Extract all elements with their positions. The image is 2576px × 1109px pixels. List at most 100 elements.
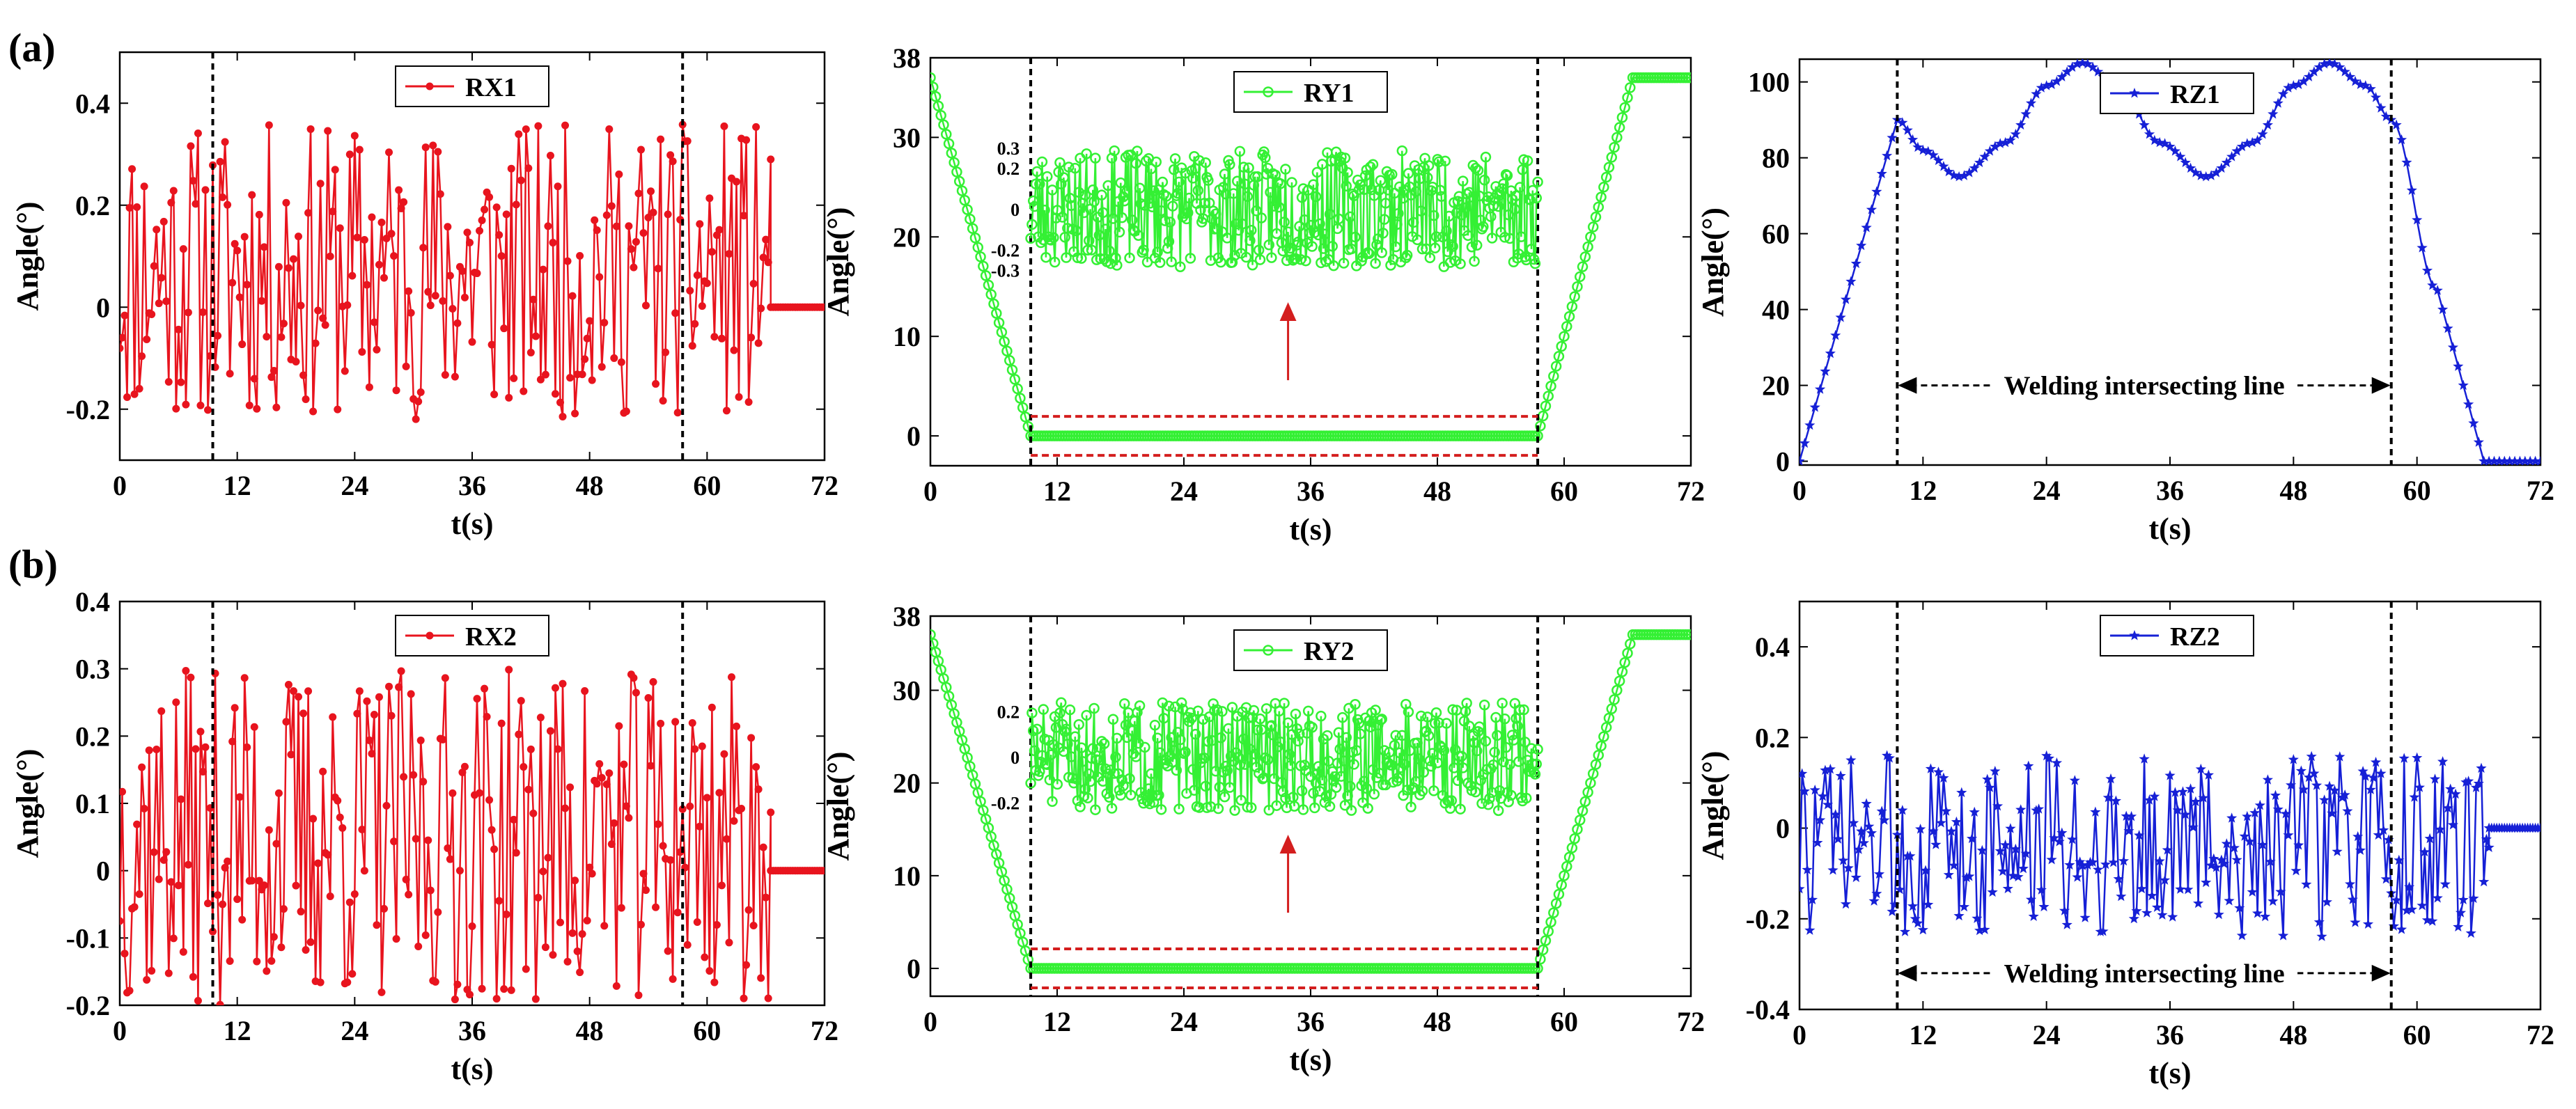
x-tick-label: 0 xyxy=(923,475,937,507)
data-point xyxy=(123,393,132,402)
data-point xyxy=(2172,805,2183,815)
inset-data-point xyxy=(1365,161,1376,173)
data-point xyxy=(358,347,366,356)
data-point xyxy=(334,796,342,805)
x-tick-label: 24 xyxy=(341,470,368,501)
inset-data-point xyxy=(1148,185,1160,196)
data-point xyxy=(2162,844,2173,855)
data-point xyxy=(762,235,770,244)
data-point xyxy=(749,280,758,288)
inset-data-point xyxy=(1263,804,1274,816)
data-point xyxy=(390,252,398,260)
inset-data-point xyxy=(1090,804,1101,815)
inset-data-point xyxy=(1238,162,1249,173)
data-point xyxy=(209,927,217,936)
data-point xyxy=(2185,162,2196,173)
data-point xyxy=(659,397,667,405)
inset-data-point xyxy=(1132,707,1143,718)
data-point xyxy=(678,805,687,813)
data-point xyxy=(2347,894,2358,904)
data-point xyxy=(2432,892,2443,903)
inset-data-point xyxy=(1367,159,1379,170)
data-point xyxy=(1871,888,1882,899)
data-point xyxy=(270,933,278,941)
data-point xyxy=(174,325,182,333)
inset-data-point xyxy=(1029,200,1040,212)
inset-data-point xyxy=(1035,756,1047,768)
data-point xyxy=(652,903,660,911)
data-point xyxy=(2079,912,2091,922)
data-point xyxy=(314,306,322,315)
data-point xyxy=(216,157,224,166)
inset-data-point xyxy=(1233,751,1244,763)
inset-data-point xyxy=(1045,749,1056,760)
data-point xyxy=(377,988,386,996)
data-point xyxy=(754,785,763,794)
inset-data-point xyxy=(1511,190,1522,201)
inset-data-point xyxy=(1107,714,1119,725)
inset-data-point xyxy=(1175,261,1186,272)
data-point xyxy=(409,771,418,779)
inset-data-point xyxy=(1342,166,1353,178)
data-point xyxy=(481,205,489,214)
inset-data-point xyxy=(1180,746,1191,757)
data-point xyxy=(2064,859,2075,870)
data-point xyxy=(2116,890,2127,902)
data-point xyxy=(1969,806,1980,817)
inset-data-point xyxy=(1119,195,1130,207)
plot-area xyxy=(1800,750,2540,941)
data-point xyxy=(326,892,334,900)
data-point xyxy=(930,72,936,84)
data-point xyxy=(975,251,986,262)
x-tick-label: 48 xyxy=(2279,1019,2307,1051)
inset-data-point xyxy=(1041,171,1053,182)
inset-data-point xyxy=(1039,205,1050,216)
inset-data-point xyxy=(1262,754,1274,766)
inset-data-point xyxy=(1238,733,1249,745)
data-point xyxy=(299,709,308,718)
x-tick-label: 36 xyxy=(458,1015,486,1046)
data-point xyxy=(1585,231,1596,243)
inset-data-point xyxy=(1180,168,1191,179)
inset-data-point xyxy=(1464,721,1475,732)
inset-data-point xyxy=(1025,778,1036,789)
inset-data-point xyxy=(1130,751,1141,762)
data-point xyxy=(316,180,325,188)
data-point xyxy=(1572,281,1583,292)
inset-data-point xyxy=(1470,786,1481,798)
inset-data-point xyxy=(1086,753,1098,764)
data-point xyxy=(2175,883,2186,894)
data-point xyxy=(1943,166,1954,177)
data-point xyxy=(392,386,400,395)
inset-data-point xyxy=(1219,168,1231,180)
data-point xyxy=(2275,886,2286,897)
data-point xyxy=(253,404,261,413)
inset-data-point xyxy=(1499,713,1511,725)
data-point xyxy=(1625,638,1636,650)
data-point xyxy=(752,123,760,131)
data-point xyxy=(2236,930,2248,941)
inset-data-point xyxy=(1274,736,1286,748)
data-point xyxy=(1984,145,1995,156)
data-point xyxy=(2175,151,2186,162)
y-tick-label: 0 xyxy=(1776,446,1790,478)
inset-data-point xyxy=(1429,718,1441,729)
inset-data-point xyxy=(1302,705,1314,717)
data-point xyxy=(2005,823,2016,833)
data-point xyxy=(2010,128,2021,139)
inset-data-point xyxy=(1152,246,1163,258)
data-point xyxy=(2388,920,2399,931)
data-point xyxy=(600,922,609,930)
data-point xyxy=(2244,835,2256,847)
data-point xyxy=(561,121,570,129)
inset-data-point xyxy=(1470,162,1481,174)
inset-data-point xyxy=(1155,205,1167,217)
inset-data-point xyxy=(1075,801,1086,812)
data-point xyxy=(1987,886,1998,897)
data-point xyxy=(439,735,447,744)
inset-data-point xyxy=(1403,706,1414,718)
inset-data-point xyxy=(1279,217,1290,228)
legend-label: RY2 xyxy=(1304,637,1355,666)
axes-box xyxy=(1798,58,2542,466)
data-point xyxy=(2257,128,2268,139)
